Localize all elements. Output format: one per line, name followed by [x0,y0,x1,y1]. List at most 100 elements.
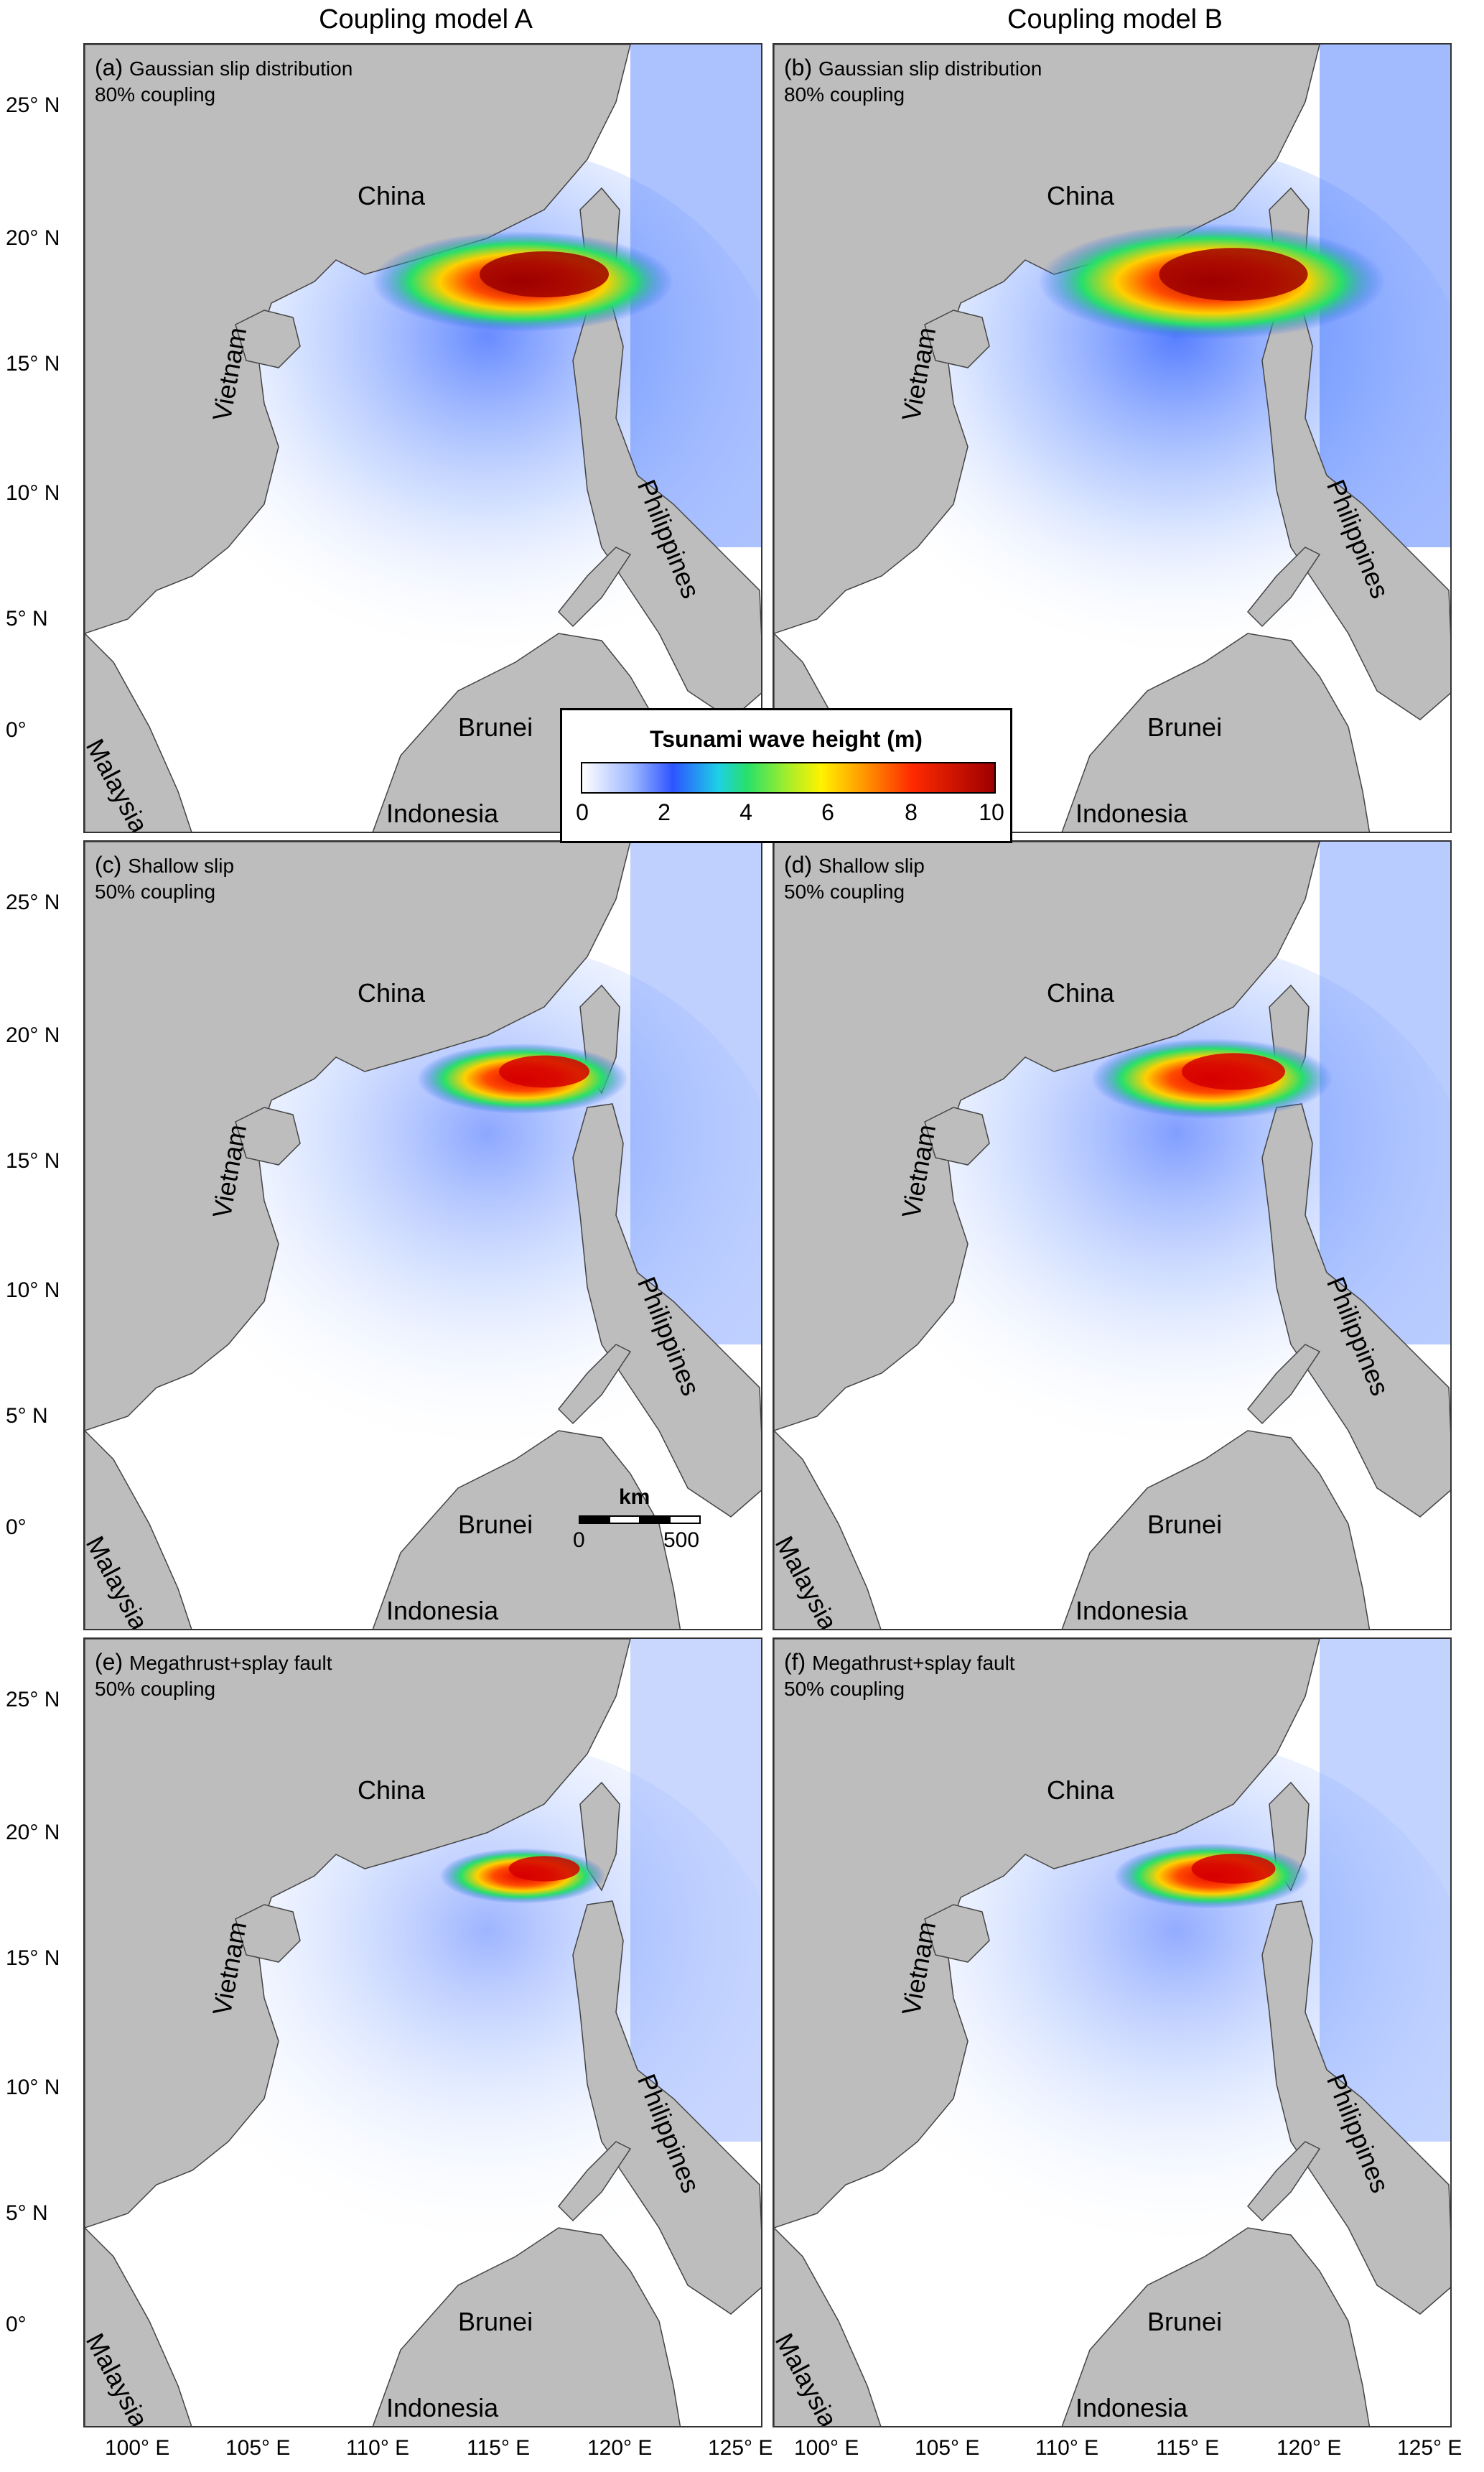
country-label-indonesia: Indonesia [386,799,499,828]
y-tick-label: 25° N [6,891,60,914]
scale-bar: km 0 500 [573,1485,708,1552]
legend-color-bar [581,762,996,794]
panel-label: (a) Gaussian slip distribution 80% coupli… [95,55,353,108]
y-tick-label: 15° N [6,352,60,376]
col-title-a: Coupling model A [319,4,533,34]
x-tick-label: 105° E [225,2436,291,2460]
scale-segment [669,1515,701,1524]
panel-scenario: (c) Shallow slip [95,852,234,879]
panel-id: (e) [95,1649,129,1675]
x-tick-label: 115° E [467,2436,531,2460]
x-tick-label: 125° E [708,2436,773,2460]
country-label-indonesia: Indonesia [1075,799,1188,828]
coupling-text: 50% coupling [784,1678,905,1700]
country-label-indonesia: Indonesia [1075,2393,1188,2422]
y-tick-label: 10° N [6,1278,60,1302]
country-label-china: China [358,1775,426,1805]
y-tick-label: 0° [6,1515,27,1539]
panel-label: (e) Megathrust+splay fault 50% coupling [95,1649,332,1702]
map-panel-a: (a) Gaussian slip distribution 80% coupli… [83,43,762,833]
map-panel-b: (b) Gaussian slip distribution 80% coupli… [773,43,1452,833]
scenario-text: Shallow slip [128,855,235,877]
country-label-brunei: Brunei [458,1510,533,1539]
y-tick-label: 10° N [6,2076,60,2099]
y-tick-label: 5° N [6,607,48,631]
country-label-china: China [358,181,426,210]
map-svg [85,1639,761,2426]
map-svg [774,1639,1450,2426]
country-label-brunei: Brunei [1147,2307,1223,2336]
country-label-china: China [1047,978,1115,1008]
panel-scenario: (e) Megathrust+splay fault [95,1649,332,1676]
color-legend: Tsunami wave height (m) 0 2 4 6 8 10 [560,708,1012,843]
panel-label: (d) Shallow slip 50% coupling [784,852,925,905]
coupling-text: 50% coupling [784,880,905,903]
panel-scenario: (a) Gaussian slip distribution [95,55,353,82]
scale-segment [609,1515,640,1524]
panel-label: (f) Megathrust+splay fault 50% coupling [784,1649,1015,1702]
legend-tick: 2 [658,799,671,825]
country-label-indonesia: Indonesia [386,1596,499,1625]
y-tick-label: 20° N [6,1821,60,1844]
coupling-text: 80% coupling [784,83,905,106]
x-tick-label: 100° E [105,2436,170,2460]
y-tick-label: 20° N [6,1023,60,1047]
y-tick-label: 5° N [6,2201,48,2225]
coupling-text: 80% coupling [95,83,216,106]
panel-id: (d) [784,852,818,878]
country-label-brunei: Brunei [1147,712,1223,742]
panel-id: (b) [784,55,818,80]
legend-tick: 4 [739,799,752,825]
x-tick-label: 120° E [587,2436,653,2460]
panel-id: (a) [95,55,129,80]
map-panel-d: (d) Shallow slip 50% coupling China Vietnam… [773,840,1452,1630]
scenario-text: Megathrust+splay fault [129,1652,332,1674]
x-tick-label: 120° E [1277,2436,1342,2460]
scale-segment [579,1515,610,1524]
map-svg [774,45,1450,832]
scenario-text: Gaussian slip distribution [818,57,1042,80]
y-tick-label: 25° N [6,93,60,117]
country-label-china: China [358,978,426,1008]
legend-tick: 0 [576,799,589,825]
x-tick-label: 105° E [915,2436,980,2460]
y-tick-label: 15° N [6,1946,60,1970]
country-label-china: China [1047,1775,1115,1805]
country-label-indonesia: Indonesia [386,2393,499,2422]
x-tick-label: 110° E [346,2436,410,2460]
y-tick-label: 10° N [6,481,60,505]
y-tick-label: 20° N [6,226,60,250]
map-svg [85,45,761,832]
y-tick-label: 5° N [6,1404,48,1428]
x-tick-label: 125° E [1397,2436,1462,2460]
legend-tick: 6 [821,799,834,825]
legend-tick: 10 [979,799,1004,825]
x-tick-label: 100° E [794,2436,859,2460]
x-tick-label: 110° E [1035,2436,1099,2460]
panel-scenario: (d) Shallow slip [784,852,925,879]
coupling-text: 50% coupling [95,1678,216,1700]
map-panel-f: (f) Megathrust+splay fault 50% coupling Ch… [773,1637,1452,2427]
scenario-text: Gaussian slip distribution [129,57,353,80]
col-title-b: Coupling model B [1007,4,1223,34]
map-svg [774,842,1450,1629]
panel-id: (c) [95,852,129,878]
country-label-indonesia: Indonesia [1075,1596,1188,1625]
map-svg [85,842,761,1629]
y-tick-label: 0° [6,2313,27,2336]
x-tick-label: 115° E [1156,2436,1220,2460]
map-panel-e: (e) Megathrust+splay fault 50% coupling Ch… [83,1637,762,2427]
panel-id: (f) [784,1649,813,1675]
legend-tick: 8 [905,799,918,825]
map-panel-c: (c) Shallow slip 50% coupling China Vietnam… [83,840,762,1630]
legend-title: Tsunami wave height (m) [650,726,923,752]
panel-label: (c) Shallow slip 50% coupling [95,852,234,905]
scale-title: km [619,1485,650,1509]
panel-label: (b) Gaussian slip distribution 80% coupli… [784,55,1042,108]
y-tick-label: 15° N [6,1149,60,1173]
coupling-text: 50% coupling [95,880,216,903]
country-label-brunei: Brunei [458,712,533,742]
y-tick-label: 25° N [6,1688,60,1711]
panel-scenario: (b) Gaussian slip distribution [784,55,1042,82]
y-tick-label: 0° [6,718,27,742]
